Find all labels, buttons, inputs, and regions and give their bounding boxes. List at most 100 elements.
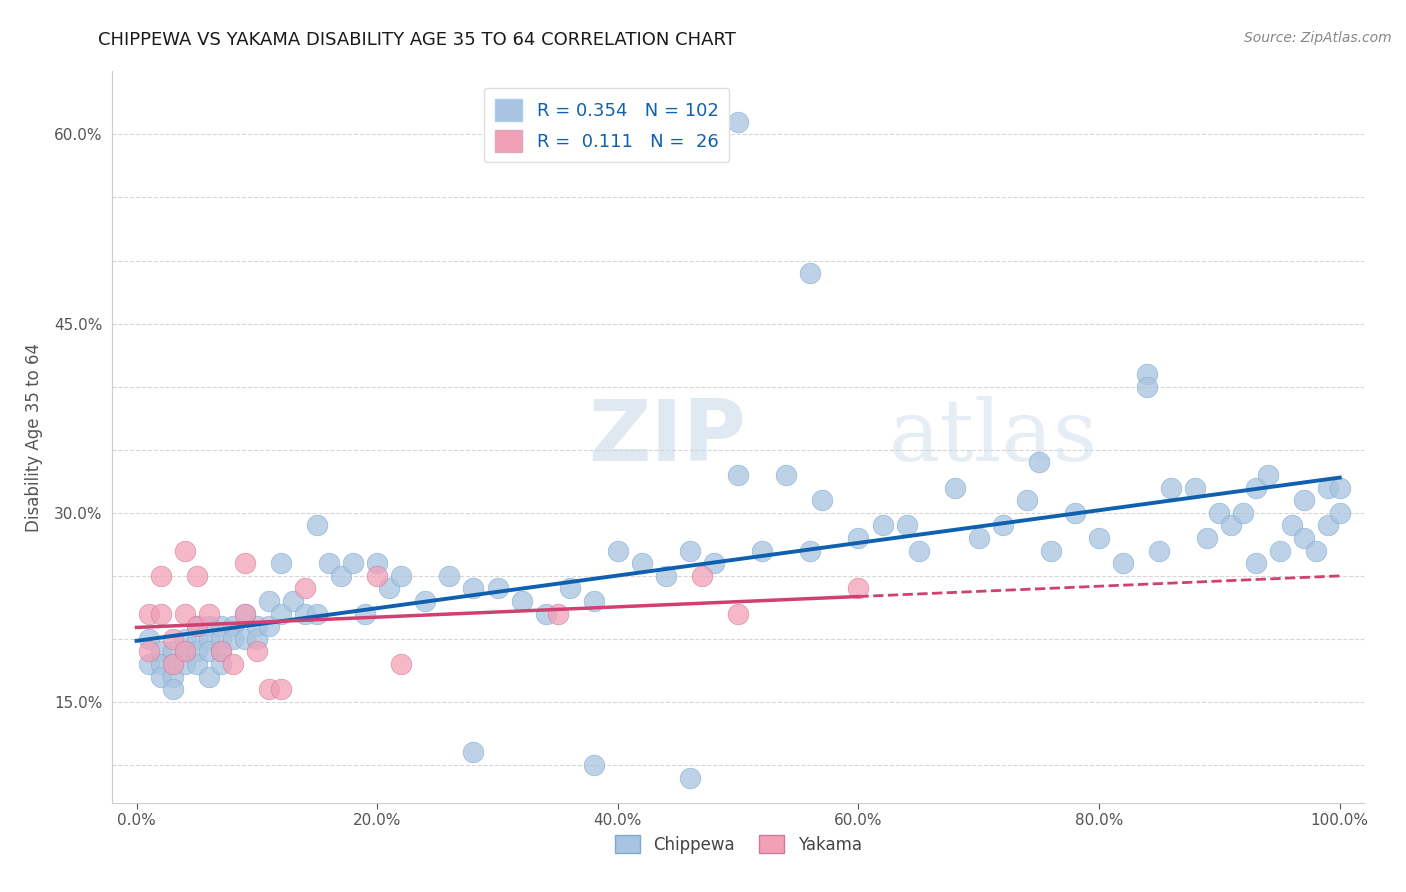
Point: [173, 543, 195, 558]
Point: [943, 481, 966, 495]
Point: [162, 657, 184, 671]
Point: [655, 569, 678, 583]
Point: [991, 518, 1014, 533]
Point: [1197, 531, 1219, 545]
Point: [342, 556, 364, 570]
Text: ZIP: ZIP: [588, 395, 745, 479]
Point: [294, 607, 316, 621]
Point: [848, 582, 870, 596]
Point: [679, 771, 702, 785]
Point: [197, 619, 219, 633]
Point: [389, 657, 412, 671]
Point: [222, 632, 245, 646]
Point: [1184, 481, 1206, 495]
Point: [233, 556, 256, 570]
Point: [233, 632, 256, 646]
Point: [1257, 467, 1279, 482]
Point: [149, 657, 172, 671]
Point: [186, 619, 208, 633]
Point: [149, 607, 172, 621]
Point: [1136, 367, 1159, 381]
Point: [690, 569, 713, 583]
Legend: Chippewa, Yakama: Chippewa, Yakama: [607, 829, 869, 860]
Point: [967, 531, 990, 545]
Point: [173, 644, 195, 658]
Point: [1208, 506, 1230, 520]
Point: [281, 594, 304, 608]
Point: [811, 493, 834, 508]
Point: [233, 607, 256, 621]
Text: CHIPPEWA VS YAKAMA DISABILITY AGE 35 TO 64 CORRELATION CHART: CHIPPEWA VS YAKAMA DISABILITY AGE 35 TO …: [98, 31, 737, 49]
Point: [547, 607, 569, 621]
Point: [1136, 379, 1159, 393]
Text: atlas: atlas: [889, 395, 1098, 479]
Point: [209, 644, 232, 658]
Text: Source: ZipAtlas.com: Source: ZipAtlas.com: [1244, 31, 1392, 45]
Point: [257, 682, 280, 697]
Point: [896, 518, 918, 533]
Point: [1064, 506, 1087, 520]
Point: [186, 657, 208, 671]
Point: [209, 632, 232, 646]
Point: [162, 670, 184, 684]
Point: [679, 543, 702, 558]
Point: [1039, 543, 1063, 558]
Point: [1015, 493, 1038, 508]
Point: [257, 594, 280, 608]
Point: [534, 607, 557, 621]
Point: [305, 518, 328, 533]
Point: [294, 582, 316, 596]
Point: [366, 556, 388, 570]
Point: [1160, 481, 1182, 495]
Point: [1305, 543, 1327, 558]
Point: [209, 619, 232, 633]
Point: [1281, 518, 1303, 533]
Point: [848, 531, 870, 545]
Point: [354, 607, 377, 621]
Point: [366, 569, 388, 583]
Point: [270, 607, 292, 621]
Point: [799, 543, 821, 558]
Point: [246, 644, 269, 658]
Point: [209, 657, 232, 671]
Point: [138, 644, 160, 658]
Point: [727, 115, 749, 129]
Point: [138, 657, 160, 671]
Point: [257, 619, 280, 633]
Point: [197, 670, 219, 684]
Point: [606, 543, 628, 558]
Point: [1088, 531, 1111, 545]
Point: [186, 632, 208, 646]
Point: [149, 670, 172, 684]
Point: [162, 632, 184, 646]
Point: [582, 594, 605, 608]
Point: [389, 569, 412, 583]
Point: [582, 758, 605, 772]
Point: [270, 556, 292, 570]
Point: [186, 644, 208, 658]
Point: [305, 607, 328, 621]
Point: [1220, 518, 1243, 533]
Point: [558, 582, 581, 596]
Point: [149, 644, 172, 658]
Point: [162, 644, 184, 658]
Point: [173, 657, 195, 671]
Point: [162, 657, 184, 671]
Point: [751, 543, 773, 558]
Point: [186, 619, 208, 633]
Point: [463, 745, 485, 759]
Point: [1244, 481, 1267, 495]
Point: [197, 644, 219, 658]
Point: [330, 569, 353, 583]
Point: [799, 266, 821, 280]
Point: [872, 518, 894, 533]
Point: [222, 619, 245, 633]
Point: [1028, 455, 1050, 469]
Point: [197, 632, 219, 646]
Point: [1292, 531, 1315, 545]
Point: [173, 607, 195, 621]
Point: [727, 607, 749, 621]
Point: [1268, 543, 1291, 558]
Point: [439, 569, 461, 583]
Point: [1149, 543, 1171, 558]
